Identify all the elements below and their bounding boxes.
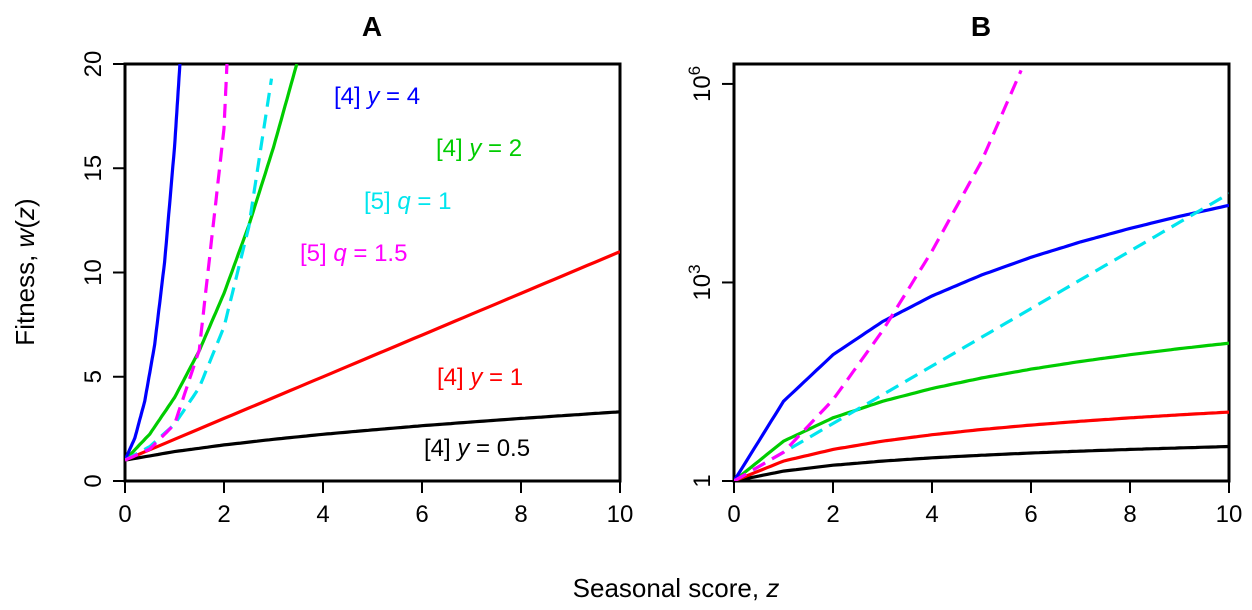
y-tick-label: 20	[80, 51, 107, 78]
series-label: [5] q = 1.5	[300, 240, 407, 267]
x-tick-label: 0	[727, 501, 740, 528]
x-axis-title-var: z	[765, 573, 779, 603]
panel-b-plot-area	[734, 69, 1229, 481]
panel-b-frame	[732, 62, 1231, 483]
series-label: [4] y = 1	[437, 364, 523, 391]
series-label: [4] y = 2	[436, 135, 522, 162]
y-tick-label: 15	[80, 155, 107, 182]
series-line-eq5-q1	[125, 78, 274, 462]
y-tick-label: 1	[689, 474, 716, 487]
x-tick-label: 6	[1024, 501, 1037, 528]
y-tick-label: 0	[80, 474, 107, 487]
series-line-eq5-q1.5	[125, 64, 229, 462]
panel-b-axes: 0 2 4 6 8 10 1 103 106	[685, 66, 1242, 528]
y-tick-label: 103	[685, 264, 716, 300]
x-tick-label: 4	[316, 501, 329, 528]
x-axis-title: Seasonal score, z	[573, 573, 780, 603]
panel-b: B 0 2 4 6 8 10 1 103 106	[685, 11, 1242, 528]
panel-a-annotations: [4] y = 4 [4] y = 2 [5] q = 1 [5] q = 1.5 [4…	[300, 83, 530, 462]
y-axis-title-var: z	[10, 207, 40, 221]
series-line-eq4-y2	[125, 64, 299, 462]
y-axis-title-close: )	[10, 198, 40, 207]
y-axis-title-open: (	[10, 220, 40, 229]
x-tick-label: 10	[607, 501, 634, 528]
x-tick-label: 6	[415, 501, 428, 528]
series-line-eq5-q1.5	[734, 69, 1023, 481]
y-tick-label: 106	[685, 66, 716, 102]
x-tick-label: 0	[118, 501, 131, 528]
series-line-eq5-q1	[734, 192, 1229, 481]
x-tick-label: 4	[925, 501, 938, 528]
panel-a-title: A	[362, 11, 382, 42]
x-tick-label: 2	[826, 501, 839, 528]
y-tick-label: 10	[80, 259, 107, 286]
series-line-eq4-y4	[125, 64, 182, 461]
series-line-eq4-y1	[125, 250, 620, 462]
panel-b-title: B	[971, 11, 991, 42]
series-label: [4] y = 4	[334, 83, 420, 110]
x-tick-label: 8	[514, 501, 527, 528]
series-line-eq4-y0.5	[125, 410, 620, 462]
series-label: [5] q = 1	[364, 188, 451, 215]
series-line-eq4-y1	[734, 410, 1229, 481]
series-line-eq4-y4	[734, 203, 1229, 481]
y-axis-title-text: Fitness,	[10, 247, 40, 345]
series-label: [4] y = 0.5	[424, 435, 530, 462]
y-tick-label: 5	[80, 370, 107, 383]
x-axis-title-text: Seasonal score,	[573, 573, 767, 603]
panel-a: A 0 2 4 6 8 10 0 5 10 15 20 [4] y = 4 [4] y = 2 [5] …	[80, 11, 633, 528]
y-axis-title: Fitness, w(z)	[10, 198, 40, 345]
panel-a-plot-area	[125, 64, 620, 462]
panel-a-frame	[123, 62, 622, 483]
x-tick-label: 8	[1123, 501, 1136, 528]
x-tick-label: 10	[1216, 501, 1243, 528]
x-tick-label: 2	[217, 501, 230, 528]
panel-a-axes: 0 2 4 6 8 10 0 5 10 15 20	[80, 51, 633, 528]
y-axis-title-fn: w	[10, 226, 40, 247]
series-line-eq4-y2	[734, 341, 1229, 481]
series-line-eq4-y0.5	[734, 444, 1229, 481]
